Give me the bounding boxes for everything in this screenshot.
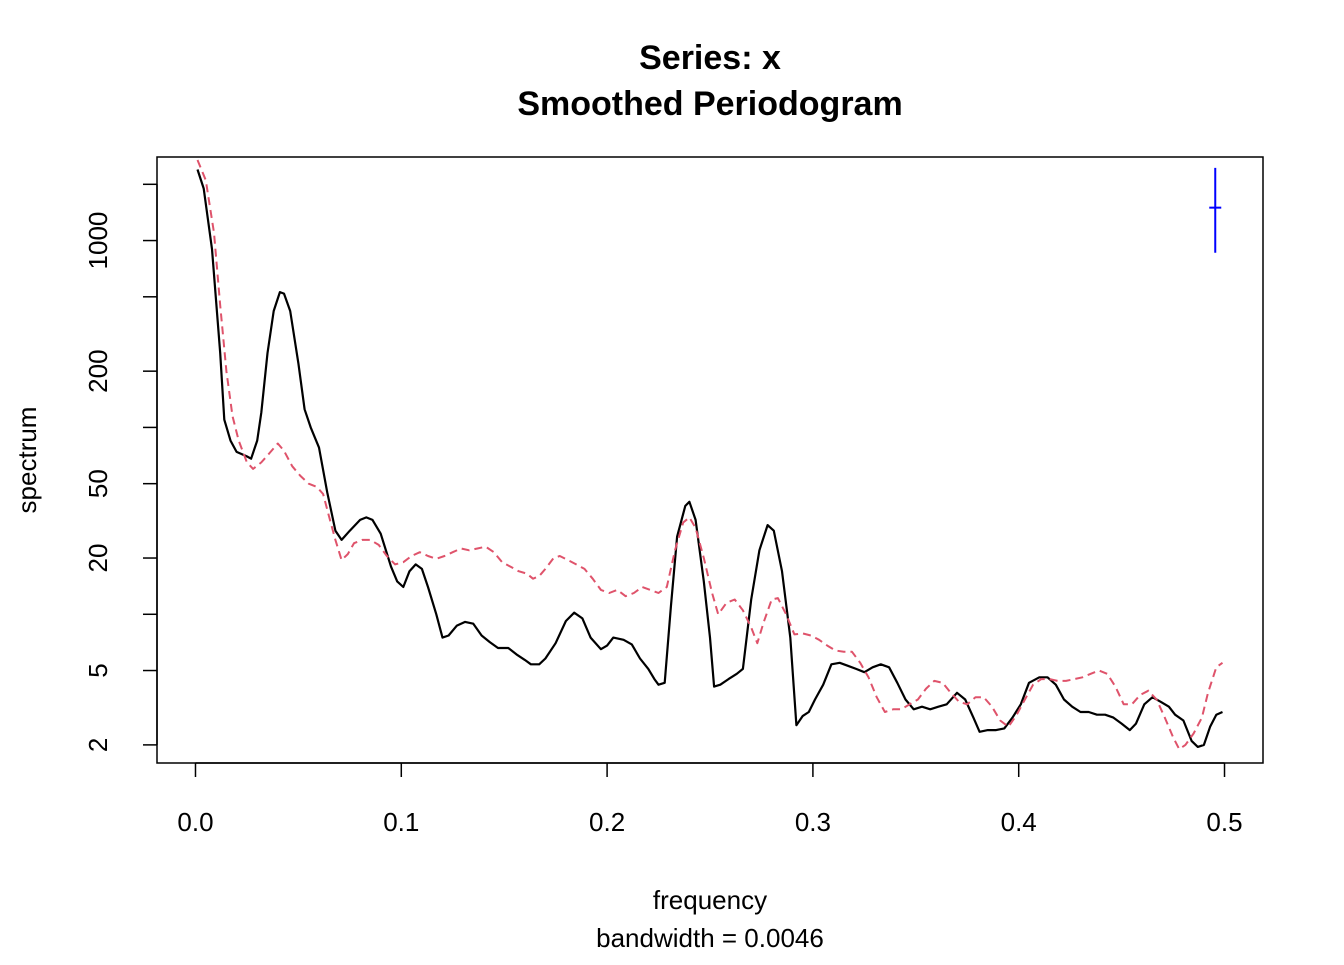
smoothed-periodogram-line xyxy=(196,159,1224,751)
series-layer xyxy=(196,159,1224,751)
chart-subtitle: Smoothed Periodogram xyxy=(517,85,902,123)
confidence-interval-bar xyxy=(1209,167,1222,253)
y-axis: 2 5 20 50 200 1000 xyxy=(83,183,158,752)
y-tick-label: 2 xyxy=(83,738,113,752)
y-axis-label: spectrum xyxy=(12,407,42,514)
x-axis-label: frequency xyxy=(653,885,767,915)
x-axis: 0.0 0.1 0.2 0.3 0.4 0.5 xyxy=(177,762,1243,837)
x-tick-label: 0.4 xyxy=(1001,807,1037,837)
y-tick-label: 20 xyxy=(83,544,113,573)
y-tick-label: 50 xyxy=(83,469,113,498)
chart-title: Series: x xyxy=(639,39,781,77)
x-axis-sublabel: bandwidth = 0.0046 xyxy=(596,923,824,953)
x-tick-label: 0.0 xyxy=(177,807,213,837)
x-tick-label: 0.2 xyxy=(589,807,625,837)
x-tick-label: 0.3 xyxy=(795,807,831,837)
x-tick-label: 0.1 xyxy=(383,807,419,837)
y-tick-label: 200 xyxy=(83,349,113,392)
raw-periodogram-line xyxy=(196,169,1223,748)
x-tick-label: 0.5 xyxy=(1206,807,1242,837)
y-tick-label: 5 xyxy=(83,663,113,677)
y-tick-label: 1000 xyxy=(83,212,113,270)
plot-frame xyxy=(156,156,1264,764)
